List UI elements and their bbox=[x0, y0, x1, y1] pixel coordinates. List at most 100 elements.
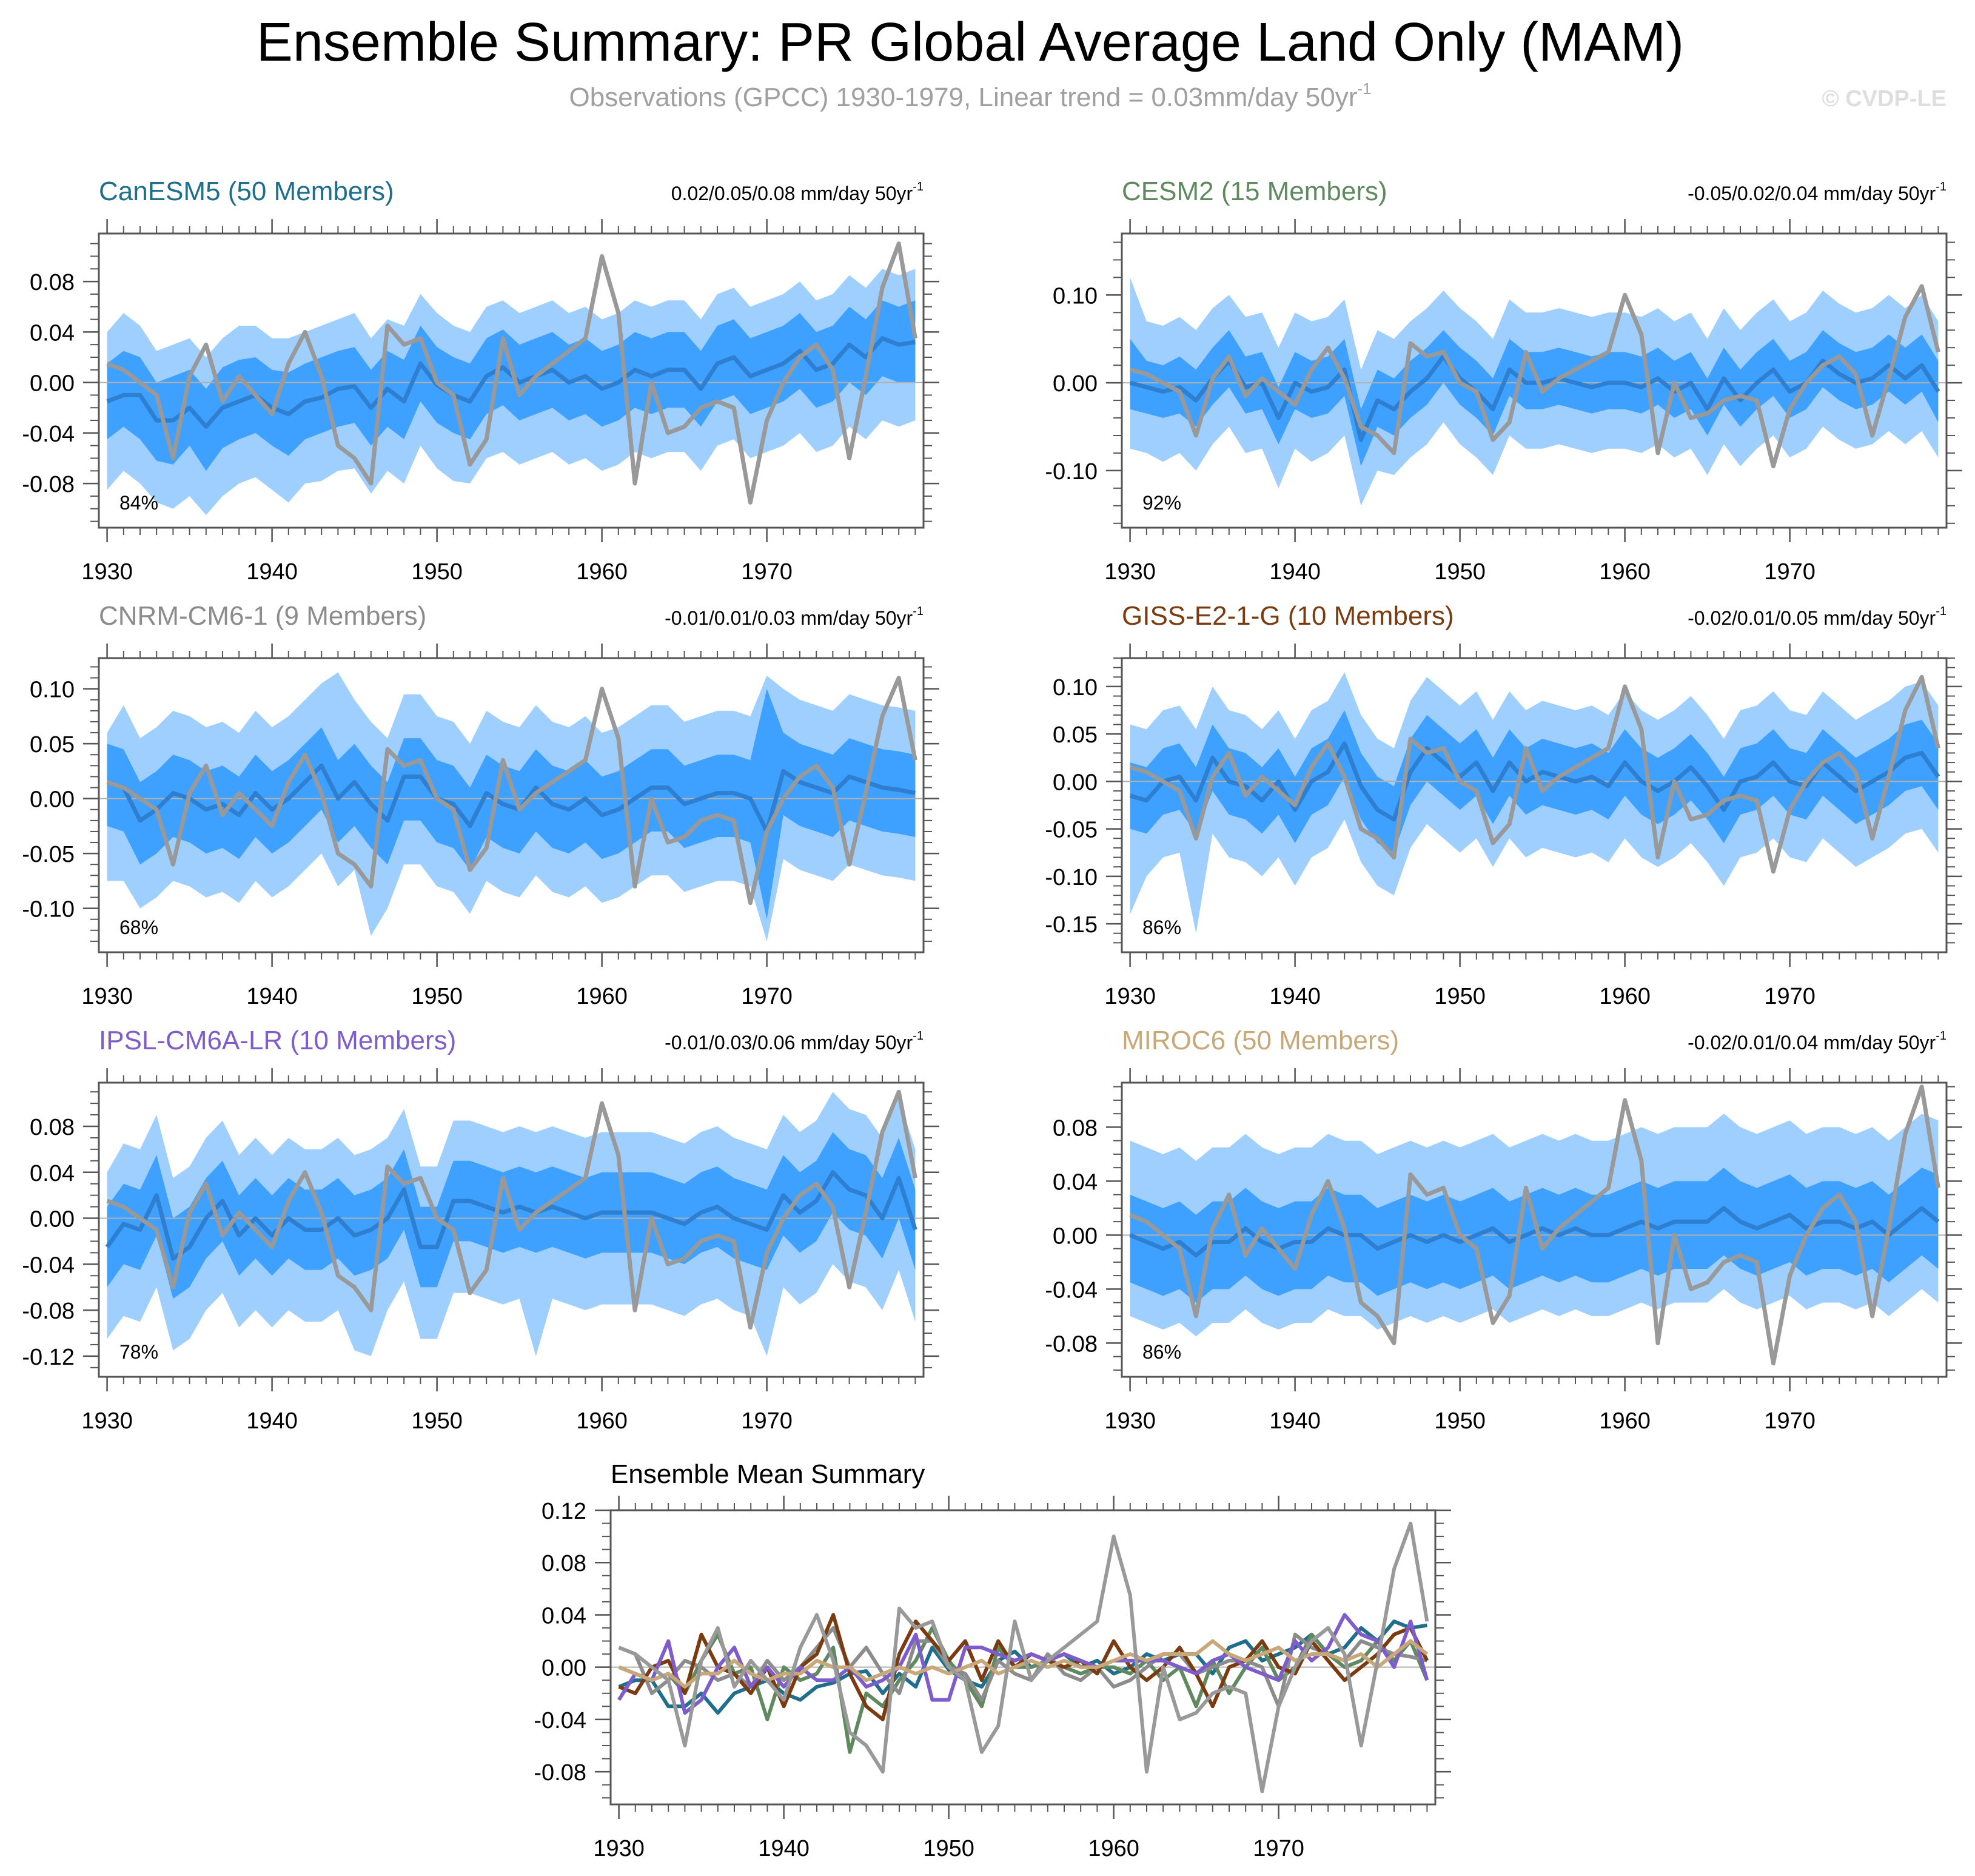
x-tick-label: 1930 bbox=[81, 984, 133, 1009]
x-tick-label: 1940 bbox=[246, 984, 298, 1009]
inner-band bbox=[1130, 330, 1939, 466]
inner-band bbox=[107, 1132, 916, 1299]
panel-trend-text: 0.02/0.05/0.08 mm/day 50yr bbox=[671, 183, 913, 204]
y-tick-label: -0.05 bbox=[1045, 818, 1098, 843]
y-tick-label: -0.15 bbox=[1045, 912, 1098, 938]
x-tick-label: 1930 bbox=[593, 1836, 645, 1861]
y-tick-label: -0.04 bbox=[1045, 1277, 1098, 1303]
x-tick-label: 1970 bbox=[1253, 1836, 1304, 1861]
x-tick-label: 1960 bbox=[1599, 559, 1651, 585]
panel-trend-superscript: -1 bbox=[913, 180, 924, 193]
x-tick-label: 1950 bbox=[923, 1836, 974, 1861]
y-tick-label: 0.08 bbox=[542, 1551, 586, 1576]
x-tick-label: 1940 bbox=[758, 1836, 810, 1861]
panel-trend-text: -0.02/0.01/0.04 mm/day 50yr bbox=[1688, 1032, 1936, 1054]
plot-area bbox=[1122, 672, 1946, 933]
panel-1: -0.08 -0.04 0.00 0.04 0.08 1930 1940 1950 1960 19… bbox=[22, 177, 939, 585]
y-tick-label: 0.04 bbox=[30, 1161, 75, 1186]
plot-area bbox=[611, 1521, 1435, 1794]
y-tick-label: 0.10 bbox=[1053, 675, 1098, 701]
figure-subtitle: Observations (GPCC) 1930-1979, Linear tr… bbox=[569, 79, 1372, 112]
x-tick-label: 1970 bbox=[741, 559, 793, 585]
y-tick-label: 0.05 bbox=[1053, 722, 1098, 748]
panel-title: GISS-E2-1-G (10 Members) bbox=[1122, 601, 1454, 631]
panel-trend-text: -0.02/0.01/0.05 mm/day 50yr bbox=[1688, 607, 1936, 629]
y-tick-label: -0.10 bbox=[1045, 459, 1098, 485]
panel-percent: 68% bbox=[119, 916, 158, 938]
plot-area bbox=[99, 1089, 924, 1356]
plot-frame bbox=[609, 1509, 1437, 1806]
x-tick-label: 1940 bbox=[1269, 984, 1321, 1009]
x-tick-label: 1960 bbox=[1088, 1836, 1139, 1861]
ensemble-mean-line bbox=[1129, 1206, 1940, 1258]
x-tick-label: 1950 bbox=[1434, 559, 1486, 585]
panel-trend: -0.05/0.02/0.04 mm/day 50yr-1 bbox=[1688, 180, 1946, 204]
panel-trend-superscript: -1 bbox=[913, 1029, 924, 1043]
panel-trend: -0.01/0.03/0.06 mm/day 50yr-1 bbox=[665, 1029, 924, 1054]
observations-line bbox=[1129, 1084, 1940, 1366]
y-tick-label: 0.00 bbox=[1053, 371, 1098, 397]
panel-title: Ensemble Mean Summary bbox=[611, 1459, 925, 1489]
panel-trend-superscript: -1 bbox=[1936, 605, 1946, 618]
y-tick-label: 0.05 bbox=[30, 732, 75, 758]
y-tick-label: 0.08 bbox=[30, 1115, 75, 1140]
y-tick-label: -0.12 bbox=[22, 1345, 75, 1370]
y-tick-label: 0.10 bbox=[30, 677, 75, 703]
x-tick-label: 1950 bbox=[1434, 1408, 1486, 1434]
y-tick-label: 0.00 bbox=[1053, 770, 1098, 795]
y-tick-label: -0.08 bbox=[22, 472, 75, 497]
y-tick-label: -0.04 bbox=[534, 1708, 586, 1733]
plot-frame bbox=[1121, 657, 1948, 953]
y-tick-label: -0.08 bbox=[22, 1299, 75, 1324]
y-tick-label: -0.05 bbox=[22, 842, 75, 867]
x-tick-label: 1970 bbox=[1764, 559, 1816, 585]
x-tick-label: 1930 bbox=[1104, 1408, 1156, 1434]
plot-frame bbox=[98, 232, 925, 529]
x-tick-label: 1970 bbox=[741, 984, 793, 1009]
x-tick-label: 1960 bbox=[576, 559, 628, 585]
panel-3: -0.10 -0.05 0.00 0.05 0.10 1930 1940 1950 1960 19… bbox=[22, 601, 939, 1009]
y-tick-label: 0.04 bbox=[542, 1603, 586, 1629]
panel-4: -0.15 -0.10 -0.05 0.00 0.05 0.10 1930 1940 1950 1… bbox=[1045, 601, 1962, 1009]
x-tick-label: 1960 bbox=[576, 1408, 628, 1434]
plot-area bbox=[99, 241, 924, 516]
panel-percent: 84% bbox=[119, 492, 158, 514]
x-tick-label: 1930 bbox=[81, 559, 133, 585]
panel-trend-text: -0.01/0.01/0.03 mm/day 50yr bbox=[665, 607, 913, 629]
panel-6: -0.08 -0.04 0.00 0.04 0.08 1930 1940 1950 1960 19… bbox=[1045, 1026, 1962, 1434]
x-tick-label: 1970 bbox=[741, 1408, 793, 1434]
panel-5: -0.12 -0.08 -0.04 0.00 0.04 0.08 1930 1940 1950 1… bbox=[22, 1026, 939, 1434]
panel-trend: -0.01/0.01/0.03 mm/day 50yr-1 bbox=[665, 605, 924, 629]
y-tick-label: 0.12 bbox=[542, 1499, 586, 1524]
inner-band bbox=[107, 688, 916, 920]
x-tick-label: 1950 bbox=[411, 1408, 463, 1434]
panel-trend: -0.02/0.01/0.05 mm/day 50yr-1 bbox=[1688, 605, 1946, 629]
panel-percent: 86% bbox=[1142, 916, 1181, 938]
observations-line bbox=[106, 241, 917, 505]
x-tick-label: 1970 bbox=[1764, 984, 1816, 1009]
y-tick-label: -0.08 bbox=[1045, 1331, 1098, 1357]
x-tick-label: 1940 bbox=[1269, 559, 1321, 585]
x-tick-label: 1960 bbox=[1599, 984, 1651, 1009]
x-tick-label: 1930 bbox=[81, 1408, 133, 1434]
subtitle-superscript: -1 bbox=[1357, 79, 1371, 98]
y-tick-label: 0.00 bbox=[30, 1207, 75, 1232]
plot-frame bbox=[98, 657, 925, 953]
panel-percent: 92% bbox=[1142, 492, 1181, 514]
watermark: © CVDP-LE bbox=[1822, 86, 1946, 112]
y-tick-label: 0.08 bbox=[1053, 1115, 1098, 1141]
y-tick-label: -0.04 bbox=[22, 1252, 75, 1278]
series-line-6 bbox=[618, 1639, 1429, 1689]
plot-frame bbox=[1121, 1081, 1948, 1378]
panel-7: -0.08 -0.04 0.00 0.04 0.08 0.12 1930 1940 1950 19… bbox=[534, 1459, 1451, 1861]
y-tick-label: -0.10 bbox=[1045, 865, 1098, 890]
y-tick-label: 0.08 bbox=[30, 270, 75, 295]
x-tick-label: 1950 bbox=[411, 984, 463, 1009]
y-tick-label: 0.04 bbox=[30, 320, 75, 346]
x-tick-label: 1930 bbox=[1104, 984, 1156, 1009]
panel-percent: 86% bbox=[1142, 1341, 1181, 1363]
y-tick-label: 0.00 bbox=[542, 1656, 586, 1681]
plot-frame bbox=[1121, 232, 1948, 529]
panel-trend-text: -0.01/0.03/0.06 mm/day 50yr bbox=[665, 1032, 913, 1054]
observations-line bbox=[106, 1089, 917, 1330]
